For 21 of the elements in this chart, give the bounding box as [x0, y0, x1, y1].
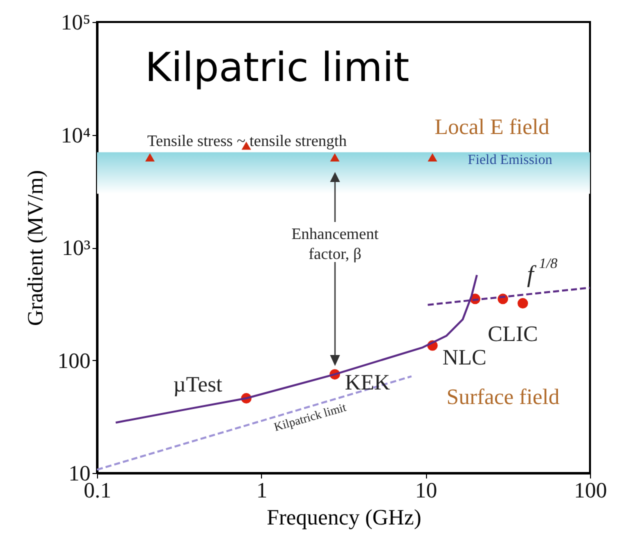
annotation: µTest — [173, 371, 222, 396]
annotation: Kilpatrick limit — [272, 400, 348, 434]
x-axis-title: Frequency (GHz) — [266, 504, 422, 530]
y-tick-label: 10³ — [62, 235, 91, 260]
x-tick-label: 10 — [415, 478, 438, 502]
annotation: Surface field — [446, 384, 560, 409]
annotation: Local E field — [434, 114, 550, 139]
y-tick-label: 10⁵ — [60, 10, 90, 34]
text: Kilpatric limit — [145, 45, 410, 91]
y-tick-label: 10⁴ — [60, 122, 91, 148]
y-tick-label: 100 — [58, 348, 90, 373]
annotation: Tensile stress ~ tensile strength — [147, 133, 347, 150]
x-tick-label: 1 — [256, 478, 268, 502]
annotation: f1/8 — [527, 256, 558, 288]
y-axis-title: Gradient (MV/m) — [22, 170, 48, 326]
annotation: Enhancement factor, β — [291, 226, 380, 263]
annotation: NLC — [442, 344, 486, 370]
band-label: Field Emission — [468, 153, 552, 168]
x-tick-label: 100 — [574, 478, 607, 502]
annotation: CLIC — [488, 320, 538, 346]
annotation: KEK — [344, 369, 390, 394]
